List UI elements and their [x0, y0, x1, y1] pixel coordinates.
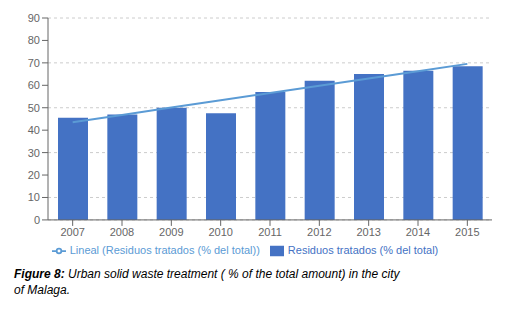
svg-text:50: 50: [28, 102, 40, 114]
svg-text:2015: 2015: [455, 226, 479, 238]
svg-text:90: 90: [28, 12, 40, 24]
svg-text:2014: 2014: [406, 226, 430, 238]
html-text:Residuos tratados (% del total: Residuos tratados (% del total): [287, 243, 439, 256]
svg-text:2010: 2010: [208, 226, 232, 238]
svg-text:2011: 2011: [258, 226, 282, 238]
svg-text:10: 10: [28, 191, 40, 203]
html-text:Lineal (Residuos tratados (% d: Lineal (Residuos tratados (% del total)): [69, 243, 260, 256]
svg-text:20: 20: [28, 169, 40, 181]
html-text:of Malaga.: of Malaga.: [14, 283, 70, 297]
svg-text:70: 70: [28, 57, 40, 69]
svg-text:2013: 2013: [356, 226, 380, 238]
svg-text:0: 0: [34, 214, 40, 226]
svg-text:80: 80: [28, 34, 40, 46]
svg-text:2012: 2012: [307, 226, 331, 238]
svg-text:2007: 2007: [60, 226, 84, 238]
svg-text:60: 60: [28, 79, 40, 91]
svg-text:2008: 2008: [110, 226, 134, 238]
svg-text:30: 30: [28, 147, 40, 159]
svg-text:40: 40: [28, 124, 40, 136]
svg-text:2009: 2009: [159, 226, 183, 238]
html-text:Figure 8: Urban solid waste tr: Figure 8: Urban solid waste treatment ( …: [14, 267, 400, 281]
